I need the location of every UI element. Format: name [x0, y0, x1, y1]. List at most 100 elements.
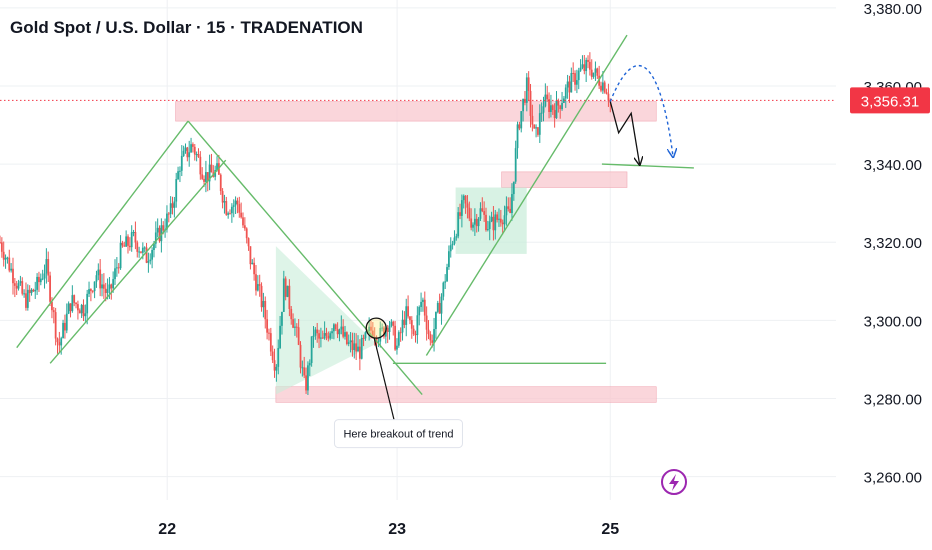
candle-body: [151, 249, 154, 260]
candle-body: [481, 208, 484, 212]
candle-body: [427, 329, 430, 335]
candle-body: [195, 154, 198, 156]
candle-body: [457, 212, 460, 237]
candle-body: [574, 73, 576, 85]
candle-body: [585, 59, 588, 72]
candle-body: [511, 194, 513, 214]
candle-body: [106, 289, 109, 294]
candle-body: [418, 306, 421, 316]
candle-body: [405, 306, 408, 325]
candle-body: [12, 268, 14, 284]
candle-body: [232, 205, 235, 207]
candle-body: [420, 301, 422, 307]
candle-body: [399, 332, 402, 334]
candle-body: [581, 64, 584, 68]
x-tick-label: 22: [158, 521, 176, 538]
candle-body: [501, 222, 504, 225]
x-tick-label: 23: [388, 521, 406, 538]
candle-body: [114, 268, 116, 280]
candle-body: [447, 251, 450, 268]
candlestick-series: [0, 52, 612, 396]
candle-body: [507, 206, 510, 209]
candle-body: [73, 295, 76, 303]
candle-body: [242, 217, 244, 226]
candle-body: [4, 257, 7, 260]
candle-body: [438, 302, 441, 314]
y-tick-label: 3,300.00: [864, 313, 922, 330]
annotation-text: Here breakout of trend: [343, 429, 453, 441]
candle-body: [299, 344, 302, 368]
candle-body: [559, 105, 562, 110]
candle-body: [310, 336, 313, 364]
candle-body: [561, 102, 563, 110]
candle-body: [23, 293, 26, 295]
candle-body: [58, 342, 61, 346]
ascending-channel-lower: [49, 159, 227, 364]
candle-body: [314, 329, 317, 336]
candle-body: [97, 269, 100, 276]
candle-body: [381, 327, 384, 329]
candle-body: [123, 245, 126, 247]
candle-body: [149, 259, 152, 262]
candle-body: [594, 68, 597, 73]
candle-body: [247, 238, 250, 247]
candle-body: [358, 346, 361, 359]
candle-body: [535, 127, 537, 129]
flash-icon[interactable]: [661, 469, 687, 495]
candle-body: [67, 303, 70, 314]
candle-body: [25, 293, 27, 308]
candle-body: [127, 236, 129, 246]
candle-body: [88, 289, 90, 294]
candle-body: [30, 289, 33, 294]
candle-body: [433, 328, 435, 343]
candle-body: [588, 61, 591, 70]
candle-body: [486, 229, 489, 231]
ascending-channel-upper: [16, 120, 189, 349]
candle-body: [323, 332, 326, 339]
candle-body: [180, 155, 183, 171]
projection-arrows: [609, 64, 673, 164]
candle-body: [51, 301, 53, 311]
candle-body: [188, 152, 191, 158]
price-zones: [175, 101, 657, 403]
candle-body: [553, 110, 556, 119]
candle-body: [227, 213, 230, 215]
support-zone-2: [275, 386, 657, 403]
candle-body: [167, 213, 170, 215]
candle-body: [192, 144, 194, 147]
candle-body: [429, 334, 432, 341]
candle-body: [269, 333, 272, 352]
candle-body: [410, 320, 413, 329]
candle-body: [379, 327, 382, 342]
candle-body: [71, 295, 74, 312]
candle-body: [496, 214, 499, 220]
candle-body: [464, 195, 467, 204]
candle-body: [316, 329, 319, 334]
candle-body: [201, 174, 204, 179]
candle-body: [392, 321, 395, 326]
candle-body: [307, 365, 309, 391]
y-tick-label: 3,260.00: [864, 470, 922, 487]
candle-body: [266, 319, 269, 333]
candle-body: [230, 206, 233, 214]
descending-trendline: [187, 120, 423, 395]
candle-body: [8, 257, 11, 271]
candle-body: [570, 72, 573, 93]
candle-body: [264, 300, 267, 320]
trendlines: [16, 34, 694, 395]
candle-body: [520, 111, 523, 129]
candle-body: [483, 211, 486, 215]
resistance-zone: [175, 101, 657, 122]
candle-body: [78, 310, 81, 314]
candle-body: [498, 218, 500, 220]
y-tick-label: 3,280.00: [864, 391, 922, 408]
candle-body: [334, 324, 337, 330]
candle-body: [102, 284, 105, 289]
candle-body: [397, 332, 400, 346]
candle-body: [6, 257, 9, 259]
candle-body: [193, 146, 196, 155]
candle-body: [156, 227, 159, 233]
candle-body: [479, 208, 482, 219]
candle-body: [440, 296, 443, 314]
